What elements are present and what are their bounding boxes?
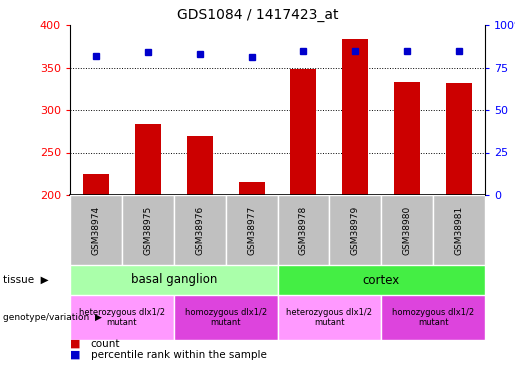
Text: percentile rank within the sample: percentile rank within the sample: [91, 350, 266, 360]
Bar: [174, 195, 226, 265]
Text: count: count: [91, 339, 120, 349]
Bar: [83, 174, 109, 195]
Bar: [433, 195, 485, 265]
Bar: [381, 295, 485, 340]
Bar: [226, 195, 278, 265]
Bar: [238, 182, 265, 195]
Text: homozygous dlx1/2
mutant: homozygous dlx1/2 mutant: [392, 308, 474, 327]
Bar: [174, 295, 278, 340]
Text: GSM38977: GSM38977: [247, 206, 256, 255]
Bar: [122, 195, 174, 265]
Text: GSM38978: GSM38978: [299, 206, 308, 255]
Bar: [290, 69, 316, 195]
Text: tissue  ▶: tissue ▶: [3, 275, 48, 285]
Text: heterozygous dlx1/2
mutant: heterozygous dlx1/2 mutant: [286, 308, 372, 327]
Bar: [342, 39, 368, 195]
Bar: [278, 195, 330, 265]
Text: basal ganglion: basal ganglion: [131, 273, 217, 286]
Bar: [70, 195, 122, 265]
Text: heterozygous dlx1/2
mutant: heterozygous dlx1/2 mutant: [79, 308, 165, 327]
Bar: [446, 83, 472, 195]
Bar: [278, 295, 381, 340]
Text: ■: ■: [70, 339, 84, 349]
Text: GSM38981: GSM38981: [455, 206, 464, 255]
Bar: [70, 265, 278, 295]
Text: GSM38980: GSM38980: [403, 206, 411, 255]
Bar: [70, 295, 174, 340]
Bar: [187, 135, 213, 195]
Text: GSM38974: GSM38974: [92, 206, 100, 255]
Text: ■: ■: [70, 350, 84, 360]
Bar: [278, 265, 485, 295]
Bar: [135, 124, 161, 195]
Bar: [394, 82, 420, 195]
Text: cortex: cortex: [363, 273, 400, 286]
Text: GSM38976: GSM38976: [195, 206, 204, 255]
Bar: [381, 195, 433, 265]
Text: GDS1084 / 1417423_at: GDS1084 / 1417423_at: [177, 8, 338, 22]
Bar: [330, 195, 381, 265]
Text: genotype/variation  ▶: genotype/variation ▶: [3, 313, 101, 322]
Text: homozygous dlx1/2
mutant: homozygous dlx1/2 mutant: [184, 308, 267, 327]
Text: GSM38975: GSM38975: [143, 206, 152, 255]
Text: GSM38979: GSM38979: [351, 206, 360, 255]
